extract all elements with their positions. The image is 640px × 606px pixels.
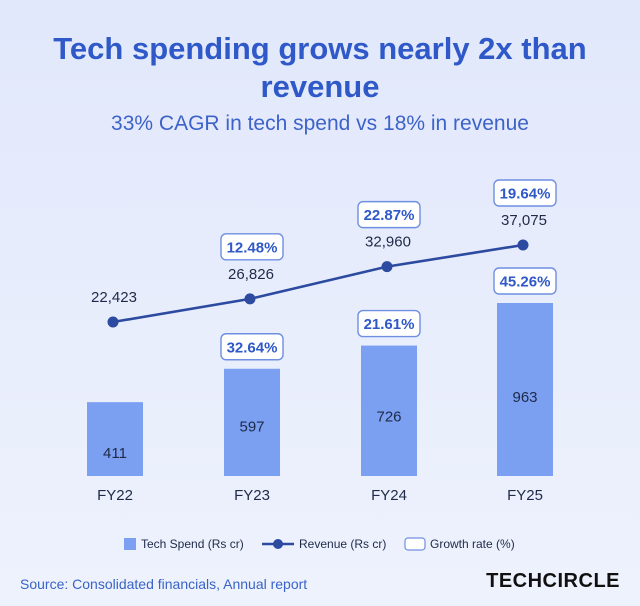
revenue-point-fy24	[381, 261, 393, 273]
legend-line-label: Revenue (Rs cr)	[299, 537, 386, 551]
revenue-growth-fy23: 12.48%	[227, 239, 278, 256]
revenue-line	[112, 243, 524, 324]
revenue-label-fy22: 22,423	[91, 289, 137, 306]
bar-label-fy25: 963	[512, 389, 537, 406]
legend-growth-label: Growth rate (%)	[430, 537, 515, 551]
brand-logo: TECHCIRCLE	[486, 570, 620, 592]
revenue-growth-fy23-box	[220, 233, 284, 261]
bar-label-fy22: 411	[103, 445, 127, 462]
bar-fy24	[361, 345, 417, 476]
revenue-growth-fy24-box	[357, 200, 421, 229]
revenue-growth-fy25-box	[493, 179, 557, 207]
x-tick-fy22: FY22	[97, 487, 133, 504]
bar-growth-fy24-box	[357, 309, 421, 338]
x-tick-fy25: FY25	[507, 487, 543, 504]
x-tick-fy24: FY24	[371, 487, 407, 504]
x-tick-fy23: FY23	[234, 487, 270, 504]
revenue-point-fy22	[107, 316, 119, 328]
legend-growth-swatch	[404, 537, 426, 551]
source-note: Source: Consolidated financials, Annual …	[20, 576, 308, 592]
bar-growth-fy23: 32.64%	[227, 339, 278, 356]
bar-fy22	[87, 402, 143, 476]
bar-fy25	[497, 303, 553, 476]
revenue-label-fy23: 26,826	[228, 266, 274, 283]
revenue-point-fy23	[244, 293, 256, 305]
revenue-growth-fy25: 19.64%	[500, 186, 551, 203]
revenue-label-fy24: 32,960	[365, 234, 411, 251]
bar-growth-fy23-box	[220, 333, 284, 361]
bar-label-fy24: 726	[376, 408, 401, 425]
revenue-growth-fy24: 22.87%	[364, 207, 415, 224]
legend-line-marker	[273, 539, 283, 549]
legend-bar-swatch	[124, 538, 136, 550]
chart-subtitle: 33% CAGR in tech spend vs 18% in revenue	[111, 112, 529, 135]
bar-growth-fy25: 45.26%	[500, 274, 551, 291]
bar-fy23	[224, 368, 280, 476]
chart-title: Tech spending grows nearly 2x than reven…	[53, 31, 587, 104]
revenue-label-fy25: 37,075	[501, 212, 547, 229]
bar-label-fy23: 597	[239, 419, 264, 436]
revenue-point-fy25	[517, 239, 529, 251]
bar-growth-fy24: 21.61%	[364, 316, 415, 333]
bar-growth-fy25-box	[493, 267, 557, 295]
legend-bar-label: Tech Spend (Rs cr)	[141, 537, 244, 551]
